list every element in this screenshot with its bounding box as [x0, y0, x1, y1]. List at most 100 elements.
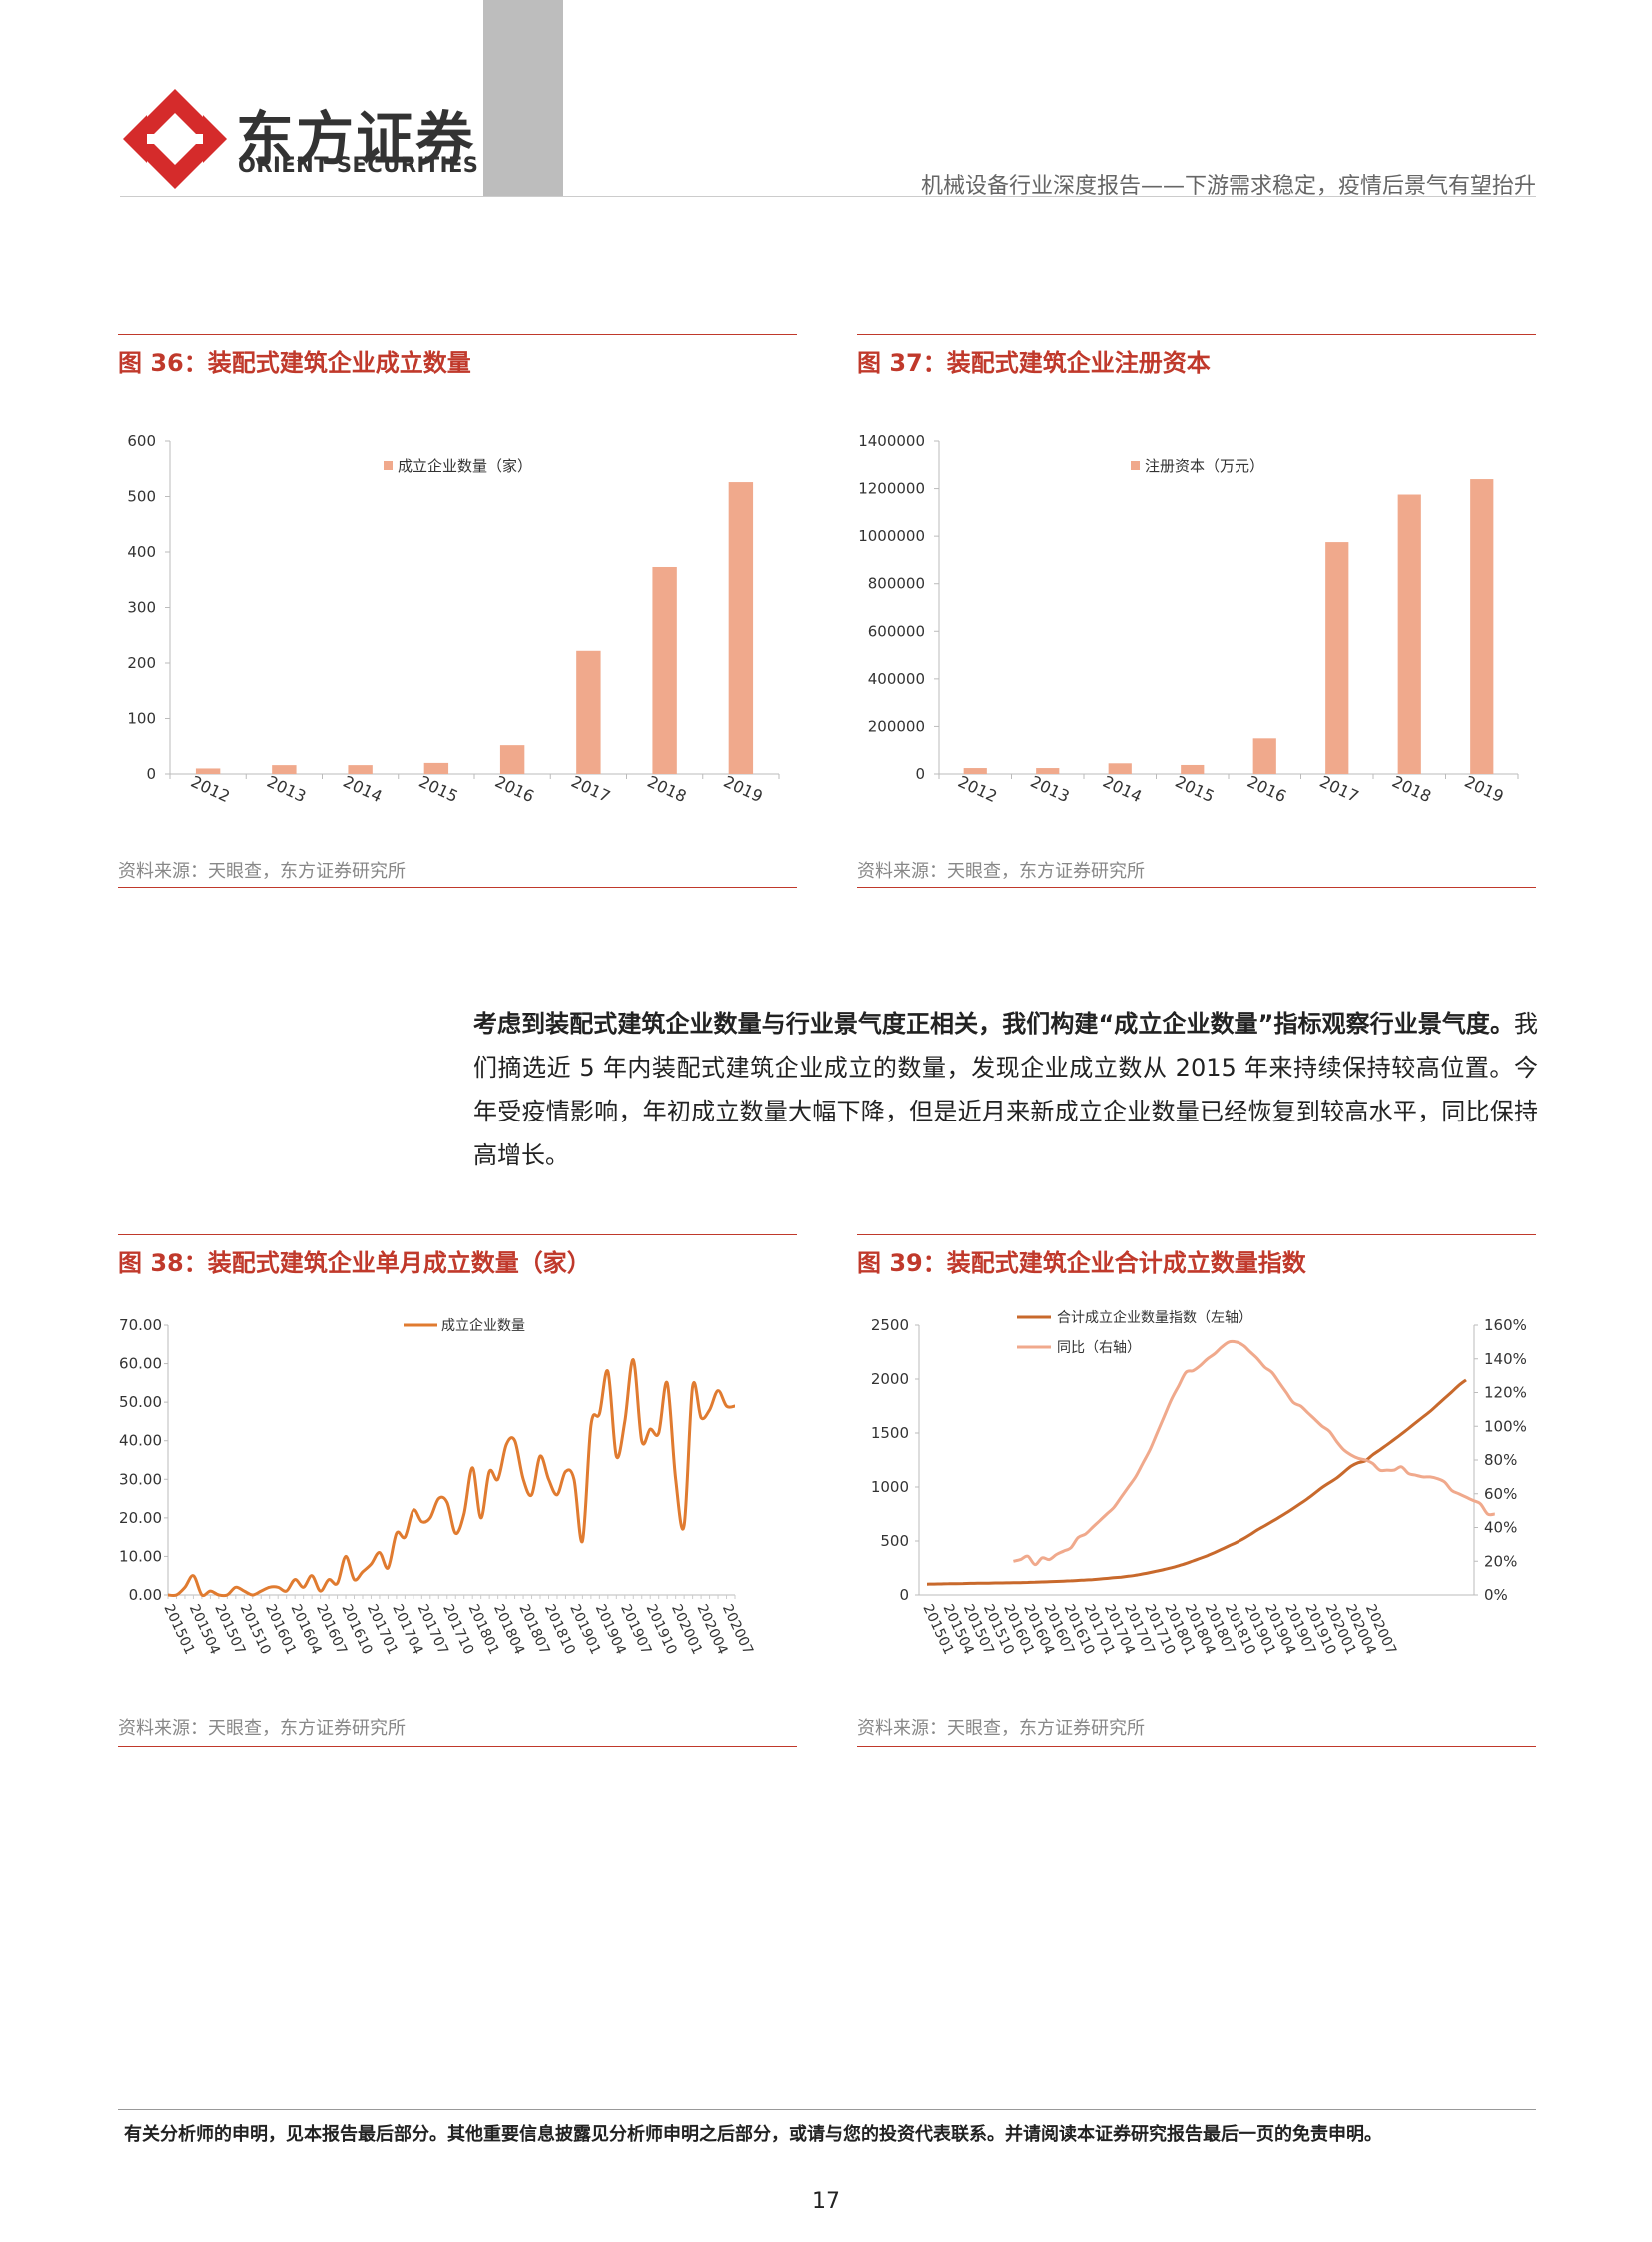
- fig39-top-rule: [857, 1234, 1536, 1235]
- page-number: 17: [812, 2189, 840, 2214]
- bar-2018: [652, 566, 677, 774]
- x-tick-label: 2015: [1173, 772, 1218, 806]
- paragraph-body: 我们摘选近 5 年内装配式建筑企业成立的数量，发现企业成立数从 2015 年来持…: [473, 1010, 1538, 1169]
- bar-2017: [1325, 542, 1349, 774]
- x-tick-label: 2013: [1028, 772, 1073, 806]
- y-tick-label: 70.00: [119, 1316, 162, 1334]
- fig39-title: 图 39：装配式建筑企业合计成立数量指数: [857, 1249, 1306, 1277]
- x-tick-label: 2014: [1100, 772, 1145, 806]
- right-y-tick-label: 140%: [1484, 1350, 1527, 1368]
- legend-label: 注册资本（万元）: [1145, 457, 1264, 475]
- header-gray-bar: [483, 0, 563, 196]
- right-y-tick-label: 20%: [1484, 1552, 1517, 1570]
- fig36-bottom-rule: [118, 887, 797, 888]
- fig37-source: 资料来源：天眼查，东方证券研究所: [857, 861, 1145, 882]
- left-y-tick-label: 2000: [871, 1370, 909, 1388]
- legend-label: 成立企业数量: [441, 1317, 525, 1334]
- fig37-chart: 0 200000 400000 600000 800000 1000000 1200000 1…: [858, 432, 1519, 806]
- x-tick-label: 2016: [1244, 772, 1289, 806]
- body-paragraph: 考虑到装配式建筑企业数量与行业景气度正相关，我们构建“成立企业数量”指标观察行业…: [473, 1002, 1538, 1177]
- fig38-chart: 0.0010.0020.0030.0040.0050.0060.0070.002…: [119, 1316, 756, 1657]
- y-tick-label: 800000: [868, 575, 925, 593]
- logo-english-name: ORIENT SECURITIES: [238, 153, 479, 177]
- x-tick-label: 2019: [1462, 772, 1507, 806]
- fig36-source: 资料来源：天眼查，东方证券研究所: [118, 861, 406, 882]
- y-tick-label: 200000: [868, 717, 925, 735]
- bar-2013: [1036, 768, 1060, 774]
- x-tick-label: 2018: [1389, 772, 1434, 806]
- bar-2014: [348, 765, 373, 774]
- y-tick-label: 600: [127, 432, 156, 450]
- fig38-bottom-rule: [118, 1746, 797, 1747]
- fig37-title: 图 37：装配式建筑企业注册资本: [857, 349, 1211, 376]
- fig39-bottom-rule: [857, 1746, 1536, 1747]
- y-tick-label: 20.00: [119, 1509, 162, 1527]
- header-divider: [120, 196, 1536, 197]
- bar-2012: [195, 768, 221, 774]
- left-y-tick-label: 1500: [871, 1424, 909, 1442]
- y-tick-label: 200: [127, 654, 156, 672]
- fig38-title: 图 38：装配式建筑企业单月成立数量（家）: [118, 1249, 591, 1277]
- bar-2014: [1108, 763, 1132, 774]
- footer-disclaimer: 有关分析师的申明，见本报告最后部分。其他重要信息披露见分析师申明之后部分，或请与…: [124, 2124, 1382, 2145]
- right-y-tick-label: 120%: [1484, 1384, 1527, 1402]
- right-y-tick-label: 40%: [1484, 1519, 1517, 1537]
- y-tick-label: 40.00: [119, 1432, 162, 1450]
- y-tick-label: 0: [146, 765, 156, 783]
- left-y-tick-label: 2500: [871, 1316, 909, 1334]
- left-y-tick-label: 1000: [871, 1478, 909, 1496]
- fig36-title: 图 36：装配式建筑企业成立数量: [118, 349, 471, 376]
- fig38-source: 资料来源：天眼查，东方证券研究所: [118, 1718, 406, 1739]
- bar-2018: [1397, 494, 1421, 774]
- y-tick-label: 100: [127, 710, 156, 728]
- bar-2017: [576, 650, 601, 774]
- left-y-tick-label: 500: [880, 1532, 909, 1550]
- y-tick-label: 1200000: [858, 480, 925, 498]
- fig39-chart: 0 500 1000 1500 2000 2500 0% 20% 40% 60% 80% 100% 12…: [871, 1309, 1527, 1657]
- bar-2016: [1252, 738, 1276, 774]
- left-y-tick-label: 0: [899, 1586, 909, 1604]
- bar-2019: [728, 482, 754, 774]
- legend-swatch: [384, 461, 393, 470]
- fig38-top-rule: [118, 1234, 797, 1235]
- legend-label: 成立企业数量（家）: [398, 457, 532, 475]
- y-tick-label: 500: [127, 488, 156, 506]
- right-y-tick-label: 0%: [1484, 1586, 1508, 1604]
- report-header-title: 机械设备行业深度报告——下游需求稳定，疫情后景气有望抬升: [920, 174, 1536, 199]
- paragraph-lead: 考虑到装配式建筑企业数量与行业景气度正相关，我们构建“成立企业数量”指标观察行业…: [473, 1010, 1514, 1038]
- bar-2015: [423, 762, 449, 774]
- x-tick-label: 2017: [568, 772, 613, 806]
- x-tick-label: 2019: [721, 772, 766, 806]
- x-tick-label: 2014: [340, 772, 385, 806]
- fig36-chart: 0 100 200 300 400 500 600 2012 2013 2014 2015 2016 2…: [127, 432, 780, 806]
- bar-2019: [1470, 479, 1494, 774]
- logo-chinese-name: 东方证券: [236, 105, 476, 173]
- orient-logo-icon: [123, 89, 227, 189]
- right-y-tick-label: 80%: [1484, 1451, 1517, 1469]
- y-tick-label: 50.00: [119, 1393, 162, 1411]
- legend-label-yoy: 同比（右轴）: [1057, 1340, 1141, 1356]
- bar-2016: [499, 745, 525, 774]
- fig36-top-rule: [118, 334, 797, 335]
- fig39-source: 资料来源：天眼查，东方证券研究所: [857, 1718, 1145, 1739]
- right-y-tick-label: 100%: [1484, 1417, 1527, 1435]
- fig37-bottom-rule: [857, 887, 1536, 888]
- legend-label-index: 合计成立企业数量指数（左轴）: [1057, 1309, 1252, 1326]
- x-tick-label: 2015: [416, 772, 461, 806]
- y-tick-label: 60.00: [119, 1355, 162, 1373]
- x-tick-label: 2013: [264, 772, 309, 806]
- y-tick-label: 1000000: [858, 527, 925, 545]
- bar-2013: [272, 765, 297, 774]
- y-tick-label: 400: [127, 543, 156, 561]
- bar-2012: [963, 768, 987, 774]
- x-tick-label: 2012: [955, 772, 1000, 806]
- y-tick-label: 30.00: [119, 1470, 162, 1488]
- right-y-tick-label: 60%: [1484, 1485, 1517, 1503]
- x-tick-label: 2018: [644, 772, 689, 806]
- bar-2015: [1181, 764, 1205, 774]
- y-tick-label: 0: [915, 765, 925, 783]
- x-tick-label: 2016: [492, 772, 537, 806]
- y-tick-label: 1400000: [858, 432, 925, 450]
- x-tick-label: 2012: [188, 772, 233, 806]
- right-y-tick-label: 160%: [1484, 1316, 1527, 1334]
